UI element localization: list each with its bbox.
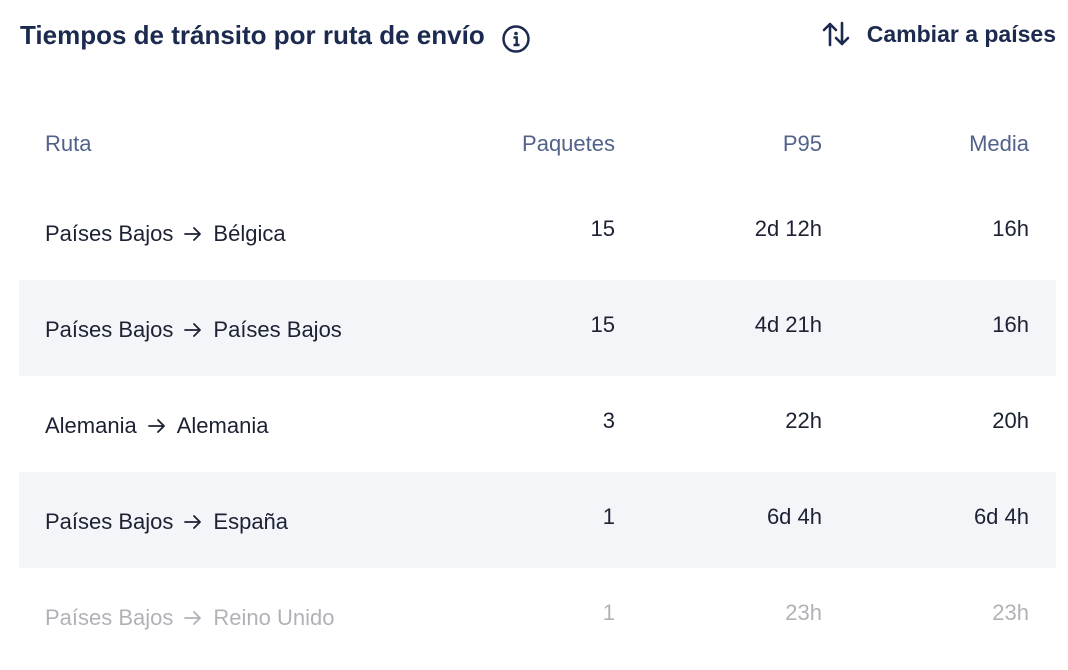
table-row[interactable]: Países Bajos España 1 6d 4h 6d 4h: [19, 472, 1056, 568]
mean-cell: 23h: [992, 600, 1029, 626]
mean-cell: 16h: [992, 312, 1029, 338]
packages-cell: 3: [602, 408, 615, 434]
route-origin: Alemania: [45, 412, 137, 438]
arrow-icon: [147, 419, 165, 433]
route-cell: Alemania Alemania: [45, 413, 268, 439]
swap-icon: [822, 21, 850, 47]
route-destination: Bélgica: [213, 220, 286, 246]
column-header: Paquetes: [522, 131, 615, 156]
packages-cell: 15: [590, 216, 615, 242]
p95-cell: 22h: [785, 408, 822, 434]
title: Tiempos de tránsito por ruta de envío: [20, 20, 485, 50]
packages-cell: 15: [590, 312, 615, 338]
route-destination: España: [213, 508, 289, 534]
info-icon[interactable]: [501, 24, 531, 54]
arrow-icon: [184, 611, 202, 625]
arrow-icon: [184, 323, 202, 337]
table-row[interactable]: Alemania Alemania 3 22h 20h: [19, 376, 1056, 472]
toggle-label: Cambiar a países: [866, 20, 1056, 47]
route-cell: Países Bajos Reino Unido: [45, 605, 334, 631]
toggle-button[interactable]: Cambiar a países: [821, 20, 1056, 48]
p95-cell: 2d 12h: [754, 216, 822, 242]
route-origin: Países Bajos: [45, 604, 174, 630]
header-row: Ruta Paquetes P95 Media: [19, 108, 1056, 184]
column-header: Media: [969, 131, 1029, 156]
route-destination: Alemania: [176, 412, 269, 438]
table-row[interactable]: Países Bajos Bélgica 15 2d 12h 16h: [19, 184, 1056, 280]
route-cell: Países Bajos España: [45, 509, 288, 535]
route-destination: Reino Unido: [213, 604, 335, 630]
p95-cell: 6d 4h: [766, 504, 822, 530]
arrow-icon: [184, 515, 202, 529]
arrow-icon: [184, 227, 202, 241]
route-origin: Países Bajos: [45, 316, 174, 342]
column-header: Ruta: [45, 131, 92, 156]
mean-cell: 6d 4h: [973, 504, 1029, 530]
mean-cell: 16h: [992, 216, 1029, 242]
mean-cell: 20h: [992, 408, 1029, 434]
table: Ruta Paquetes P95 Media Países Bajos Bélg…: [19, 108, 1056, 664]
route-cell: Países Bajos Países Bajos: [45, 317, 342, 343]
p95-cell: 4d 21h: [754, 312, 822, 338]
route-origin: Países Bajos: [45, 508, 174, 534]
route-origin: Países Bajos: [45, 220, 174, 246]
table-row[interactable]: Países Bajos Países Bajos 15 4d 21h 16h: [19, 280, 1056, 376]
packages-cell: 1: [602, 600, 615, 626]
p95-cell: 23h: [785, 600, 822, 626]
route-destination: Países Bajos: [213, 316, 342, 342]
column-header: P95: [782, 131, 822, 156]
table-row[interactable]: Países Bajos Reino Unido 1 23h 23h: [19, 568, 1056, 664]
route-cell: Países Bajos Bélgica: [45, 221, 286, 247]
packages-cell: 1: [602, 504, 615, 530]
